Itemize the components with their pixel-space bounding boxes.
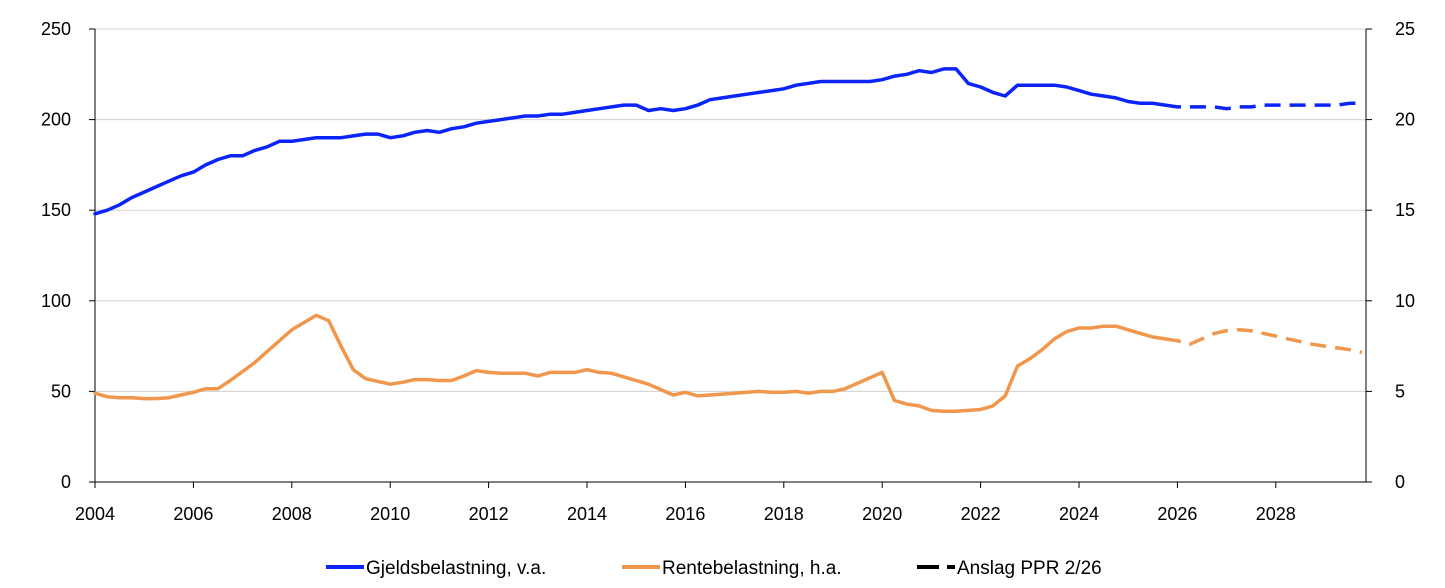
y-tick-label-left: 0 <box>61 472 71 492</box>
x-tick-label: 2022 <box>961 504 1001 524</box>
left-y-axis-ticks: 0 50 100 150 200 250 <box>41 19 71 492</box>
legend-label: Rentebelastning, h.a. <box>662 558 842 579</box>
y-tick-label-left: 250 <box>41 19 71 39</box>
x-tick-label: 2006 <box>173 504 213 524</box>
x-tick-label: 2004 <box>75 504 115 524</box>
x-tick-label: 2012 <box>469 504 509 524</box>
y-tick-label-right: 15 <box>1395 200 1415 220</box>
y-tick-label-left: 200 <box>41 110 71 130</box>
right-y-axis-ticks: 0 5 10 15 20 25 <box>1395 19 1415 492</box>
y-tick-label-right: 20 <box>1395 110 1415 130</box>
x-tick-label: 2016 <box>665 504 705 524</box>
legend-label: Anslag PPR 2/26 <box>957 558 1102 579</box>
axes <box>89 28 1372 488</box>
y-tick-label-right: 10 <box>1395 291 1415 311</box>
y-tick-label-left: 150 <box>41 200 71 220</box>
x-tick-label: 2014 <box>567 504 607 524</box>
y-tick-label-left: 100 <box>41 291 71 311</box>
x-tick-label: 2026 <box>1157 504 1197 524</box>
x-tick-label: 2018 <box>764 504 804 524</box>
x-axis-ticks: 2004 2006 2008 2010 2012 2014 2016 2018 2020 2022… <box>75 504 1296 524</box>
x-tick-label: 2028 <box>1256 504 1296 524</box>
y-tick-label-right: 0 <box>1395 472 1405 492</box>
y-tick-label-right: 5 <box>1395 381 1405 401</box>
series-line-historical <box>93 67 1167 216</box>
series-line-historical <box>93 313 1167 414</box>
legend: Gjeldsbelastning, v.a. Rentebelastning, h… <box>326 558 1102 579</box>
series-line-forecast <box>1164 101 1362 111</box>
series-line-forecast <box>1164 328 1363 355</box>
x-tick-label: 2010 <box>370 504 410 524</box>
series-lines <box>93 67 1363 414</box>
x-tick-label: 2020 <box>862 504 902 524</box>
y-tick-label-left: 50 <box>51 381 71 401</box>
legend-label: Gjeldsbelastning, v.a. <box>366 558 546 579</box>
x-tick-label: 2008 <box>272 504 312 524</box>
gridlines <box>95 28 1366 392</box>
x-tick-label: 2024 <box>1059 504 1099 524</box>
y-tick-label-right: 25 <box>1395 19 1415 39</box>
